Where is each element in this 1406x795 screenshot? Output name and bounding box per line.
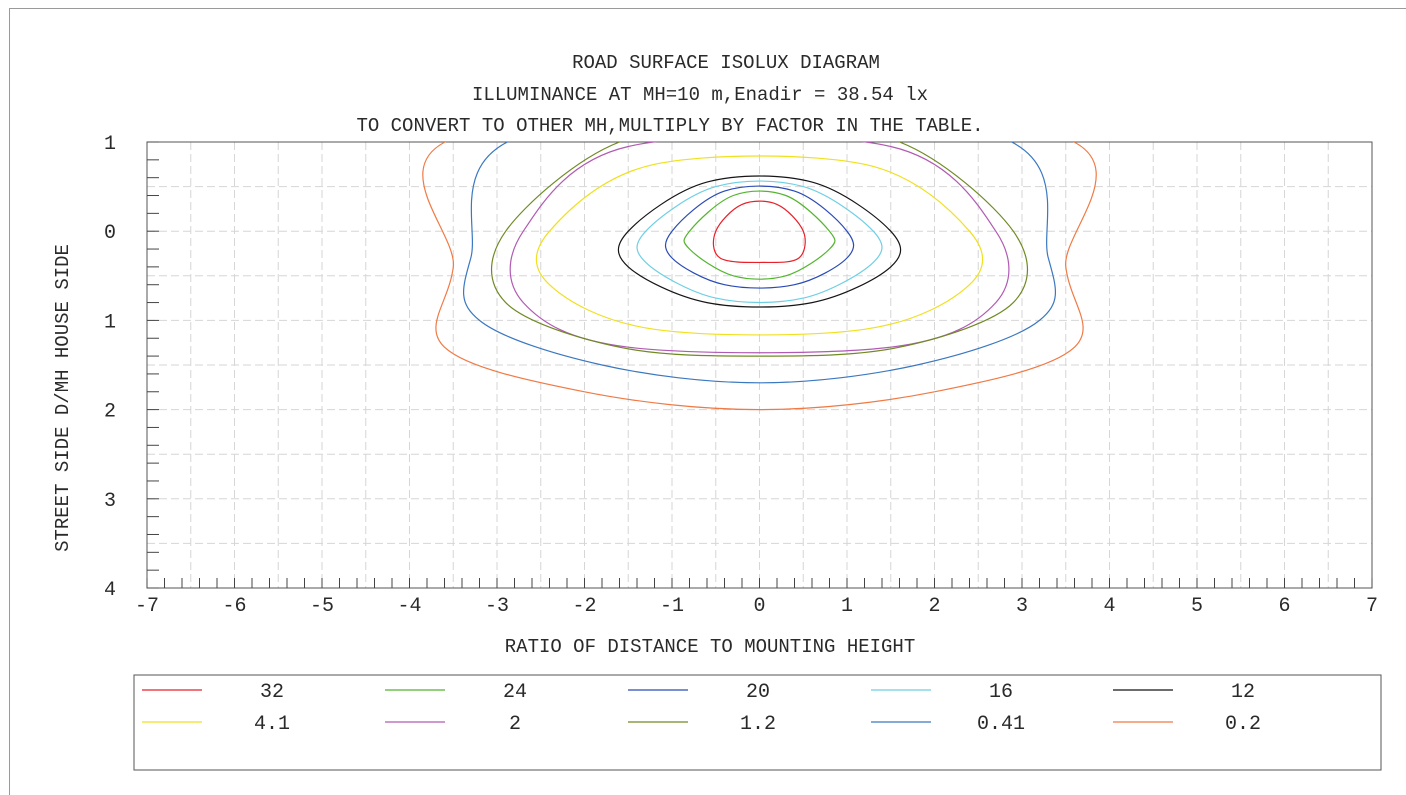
x-tick-label: -7 xyxy=(135,595,159,618)
y-tick-label: 1 xyxy=(104,133,116,156)
x-tick-label: 7 xyxy=(1366,595,1378,618)
x-tick-label: 3 xyxy=(1016,595,1028,618)
isolux-contour-32 xyxy=(712,200,806,264)
tick-labels: -7 -6 -5 -4 -3 -2 -1 0 1 2 3 4 5 6 7 1 0 1 2 3 4 xyxy=(104,133,1378,618)
y-axis-label: STREET SIDE D/MH HOUSE SIDE xyxy=(52,244,74,552)
legend-box xyxy=(133,674,1382,771)
legend-label: 0.41 xyxy=(977,713,1025,736)
isolux-contour-0.2 xyxy=(422,142,1097,411)
x-axis-label: RATIO OF DISTANCE TO MOUNTING HEIGHT xyxy=(505,636,915,658)
isolux-contour-16 xyxy=(636,180,883,304)
legend-label: 1.2 xyxy=(740,713,776,736)
y-tick-label: 1 xyxy=(104,311,116,334)
isolux-contour-4.1 xyxy=(535,155,984,336)
x-tick-label: 0 xyxy=(753,595,765,618)
y-tick-label: 2 xyxy=(104,401,116,424)
x-tick-label: 2 xyxy=(928,595,940,618)
x-tick-label: -2 xyxy=(572,595,596,618)
isolux-contour-20 xyxy=(664,185,855,289)
isolux-contour-0.41 xyxy=(462,142,1057,384)
legend-label: 16 xyxy=(989,681,1013,704)
isolux-contour-1.2 xyxy=(490,142,1029,357)
legend-label: 32 xyxy=(260,681,284,704)
chart-title: ROAD SURFACE ISOLUX DIAGRAM xyxy=(572,52,880,74)
legend-label: 12 xyxy=(1231,681,1255,704)
y-tick-label: 3 xyxy=(104,490,116,513)
axis-ticks xyxy=(146,141,1373,589)
x-tick-label: 6 xyxy=(1278,595,1290,618)
x-tick-label: -4 xyxy=(397,595,421,618)
y-tick-label: 4 xyxy=(104,579,116,602)
legend: 32 24 20 16 12 4.1 2 1.2 0.41 0.2 xyxy=(142,681,1261,736)
legend-label: 2 xyxy=(509,713,521,736)
x-tick-label: -1 xyxy=(660,595,684,618)
x-tick-label: -6 xyxy=(222,595,246,618)
grid xyxy=(146,141,1373,589)
x-tick-label: -5 xyxy=(310,595,334,618)
legend-label: 4.1 xyxy=(254,713,290,736)
chart-frame xyxy=(9,8,1406,795)
y-tick-label: 0 xyxy=(104,222,116,245)
x-tick-label: 4 xyxy=(1103,595,1115,618)
contours xyxy=(422,142,1097,411)
x-tick-label: -3 xyxy=(485,595,509,618)
chart-note: TO CONVERT TO OTHER MH,MULTIPLY BY FACTO… xyxy=(356,115,983,137)
isolux-contour-24 xyxy=(683,190,836,280)
x-tick-label: 1 xyxy=(841,595,853,618)
legend-label: 20 xyxy=(746,681,770,704)
isolux-contour-12 xyxy=(617,175,902,308)
legend-label: 24 xyxy=(503,681,527,704)
legend-label: 0.2 xyxy=(1225,713,1261,736)
chart-subtitle: ILLUMINANCE AT MH=10 m,Enadir = 38.54 lx xyxy=(472,84,928,106)
x-tick-label: 5 xyxy=(1191,595,1203,618)
